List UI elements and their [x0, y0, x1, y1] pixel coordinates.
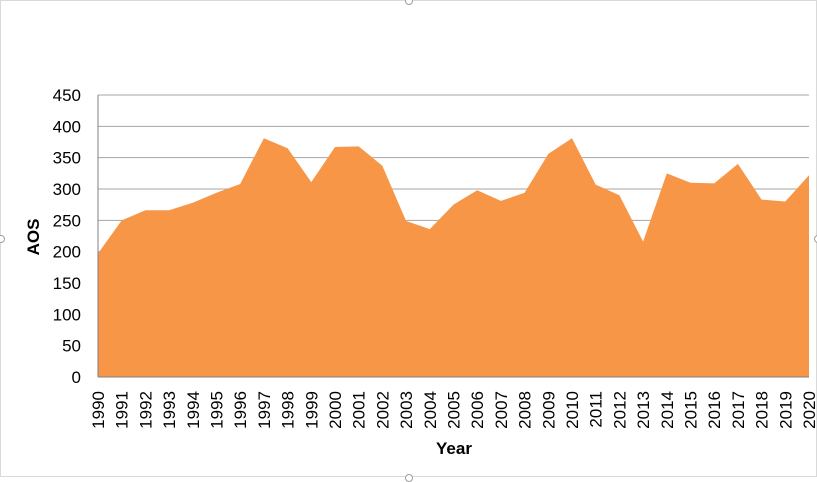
x-tick-label: 2001: [350, 391, 369, 429]
y-tick-label: 300: [53, 180, 81, 199]
x-tick-label: 2002: [373, 391, 392, 429]
x-tick-label: 2006: [468, 391, 487, 429]
x-axis-title: Year: [436, 439, 472, 458]
x-tick-label: 2004: [421, 391, 440, 429]
x-tick-label: 2007: [492, 391, 511, 429]
x-tick-label: 1999: [302, 391, 321, 429]
x-tick-label: 1995: [208, 391, 227, 429]
x-tick-label: 2016: [705, 391, 724, 429]
x-tick-label: 1993: [160, 391, 179, 429]
y-tick-label: 100: [53, 305, 81, 324]
y-tick-label: 400: [53, 117, 81, 136]
x-tick-label: 2018: [753, 391, 772, 429]
y-axis-ticks: 0 50 100 150 200 250 300 350 400 450: [53, 86, 81, 387]
x-tick-label: 2011: [587, 391, 606, 428]
x-tick-label: 2005: [445, 391, 464, 429]
x-tick-label: 1998: [279, 391, 298, 429]
x-tick-label: 2017: [729, 391, 748, 429]
x-tick-label: 2012: [610, 391, 629, 429]
x-tick-label: 1994: [184, 391, 203, 429]
y-tick-label: 350: [53, 149, 81, 168]
x-tick-label: 2010: [563, 391, 582, 429]
area-series-0: [98, 138, 809, 377]
x-tick-label: 2003: [397, 391, 416, 429]
plot-area: [98, 95, 809, 377]
x-tick-label: 1992: [136, 391, 155, 429]
y-tick-label: 50: [62, 337, 81, 356]
y-tick-label: 450: [53, 86, 81, 105]
x-tick-label: 2009: [539, 391, 558, 429]
y-tick-label: 200: [53, 243, 81, 262]
x-tick-label: 2020: [800, 391, 817, 429]
x-tick-label: 2019: [776, 391, 795, 429]
y-tick-label: 0: [72, 368, 81, 387]
x-tick-label: 2000: [326, 391, 345, 429]
x-tick-label: 1997: [255, 391, 274, 429]
x-tick-label: 1996: [231, 391, 250, 429]
x-tick-label: 2015: [682, 391, 701, 429]
y-tick-label: 250: [53, 211, 81, 230]
x-tick-label: 2008: [516, 391, 535, 429]
x-tick-label: 1991: [113, 391, 132, 429]
x-tick-label: 2013: [634, 391, 653, 429]
x-tick-label: 1990: [89, 391, 108, 429]
y-axis-title: AOS: [24, 219, 43, 256]
y-tick-label: 150: [53, 274, 81, 293]
x-tick-label: 2014: [658, 391, 677, 429]
